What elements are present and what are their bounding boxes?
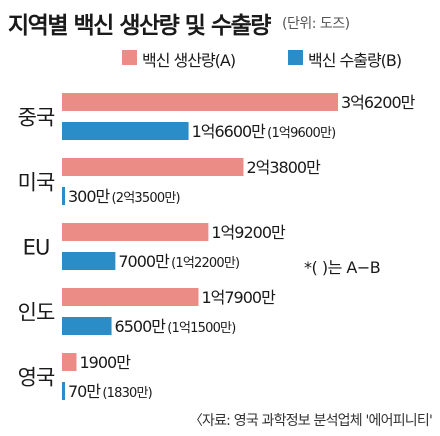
export-bar (62, 187, 65, 205)
export-value-label: 70만 (68, 382, 101, 401)
category-label: 영국 (18, 366, 55, 390)
export-value-label: 6500만 (115, 317, 167, 336)
production-bar (62, 288, 199, 306)
category-label: 인도 (18, 301, 55, 325)
production-value-label: 1900만 (79, 353, 131, 372)
production-bar (62, 223, 209, 241)
export-value-label: 300만 (68, 187, 111, 206)
unit-label: (단위: 도즈) (282, 16, 350, 32)
category-label: 미국 (18, 171, 55, 195)
chart-title: 지역별 백신 생산량 및 수출량 (8, 13, 271, 39)
difference-label: (1830만) (102, 386, 152, 401)
legend-swatch-production (122, 50, 137, 65)
production-value-label: 3억6200만 (341, 93, 416, 112)
export-bar (62, 382, 65, 400)
difference-label: (1억1500만) (167, 321, 235, 336)
source-note: 〈자료: 영국 과학정보 분석업체 '에어피니티' (188, 413, 433, 429)
production-value-label: 1억7900만 (201, 288, 276, 307)
diff-note: *( )는 A−B (304, 258, 381, 277)
difference-label: (1억9600만) (267, 126, 335, 141)
production-value-label: 2억3800만 (246, 158, 321, 177)
category-label: 중국 (18, 106, 55, 130)
difference-label: (1억2200만) (171, 256, 239, 271)
export-bar (62, 122, 189, 140)
export-value-label: 1억6600만 (192, 122, 267, 141)
difference-label: (2억3500만) (112, 191, 180, 206)
export-value-label: 7000만 (118, 252, 170, 271)
production-value-label: 1억9200만 (211, 223, 286, 242)
production-bar (62, 353, 77, 371)
category-label: EU (23, 236, 50, 260)
export-bar (62, 317, 112, 335)
legend-label-production: 백신 생산량(A) (142, 51, 236, 70)
export-bar (62, 252, 116, 270)
legend-swatch-export (288, 50, 303, 65)
legend-label-export: 백신 수출량(B) (308, 51, 402, 70)
production-bar (62, 93, 338, 111)
production-bar (62, 158, 244, 176)
